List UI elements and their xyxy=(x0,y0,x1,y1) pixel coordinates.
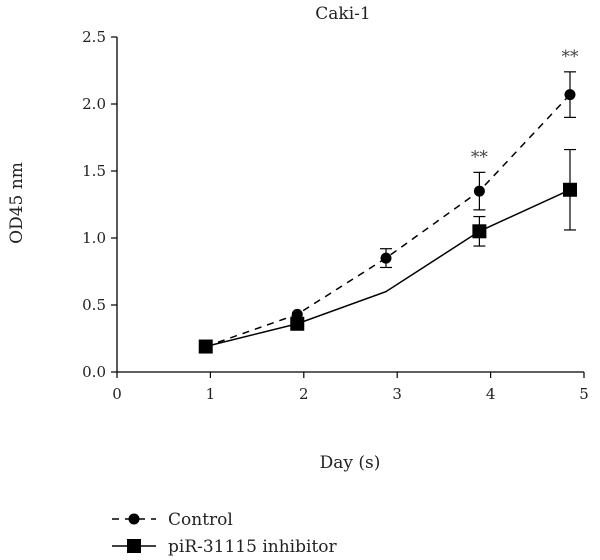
y-tick-label-1: 0.5 xyxy=(82,296,106,314)
x-tick-label-3: 3 xyxy=(392,385,402,403)
x-tick-label-1: 1 xyxy=(206,385,216,403)
x-tick-label-4: 4 xyxy=(486,385,496,403)
y-axis-title: OD45 nm xyxy=(7,162,27,244)
data-point-1-4 xyxy=(562,182,577,197)
legend-item-control: Control xyxy=(112,510,233,530)
legend: Control piR-31115 inhibitor xyxy=(112,510,338,557)
chart-title: Caki-1 xyxy=(315,4,370,24)
x-tick-label-0: 0 xyxy=(112,385,122,403)
data-point-1-1 xyxy=(290,316,305,331)
y-tick-label-5: 2.5 xyxy=(82,28,106,46)
y-tick-label-0: 0.0 xyxy=(82,363,106,381)
x-tick-label-2: 2 xyxy=(299,385,309,403)
legend-label-inhibitor: piR-31115 inhibitor xyxy=(168,537,338,557)
data-point-0-3 xyxy=(473,185,485,197)
legend-marker-inhibitor xyxy=(127,539,141,553)
plot-area: 0.0 0.5 1.0 1.5 2.0 2.5 0 1 2 3 4 5 ** ** xyxy=(82,28,589,403)
data-point-0-4 xyxy=(564,89,576,101)
data-point-0-2 xyxy=(380,252,392,264)
significance-label-0: ** xyxy=(471,147,489,167)
significance-label-1: ** xyxy=(561,47,579,67)
series-line-0 xyxy=(205,94,571,348)
series-line-1 xyxy=(205,189,571,348)
data-point-1-3 xyxy=(472,224,487,239)
y-tick-label-3: 1.5 xyxy=(82,162,106,180)
data-point-1-0 xyxy=(198,339,213,354)
legend-label-control: Control xyxy=(168,510,233,530)
x-tick-label-5: 5 xyxy=(579,385,589,403)
legend-marker-control xyxy=(128,513,140,525)
y-tick-label-4: 2.0 xyxy=(82,95,106,113)
x-axis-title: Day (s) xyxy=(320,453,381,473)
legend-item-inhibitor: piR-31115 inhibitor xyxy=(112,537,338,557)
y-tick-label-2: 1.0 xyxy=(82,229,106,247)
